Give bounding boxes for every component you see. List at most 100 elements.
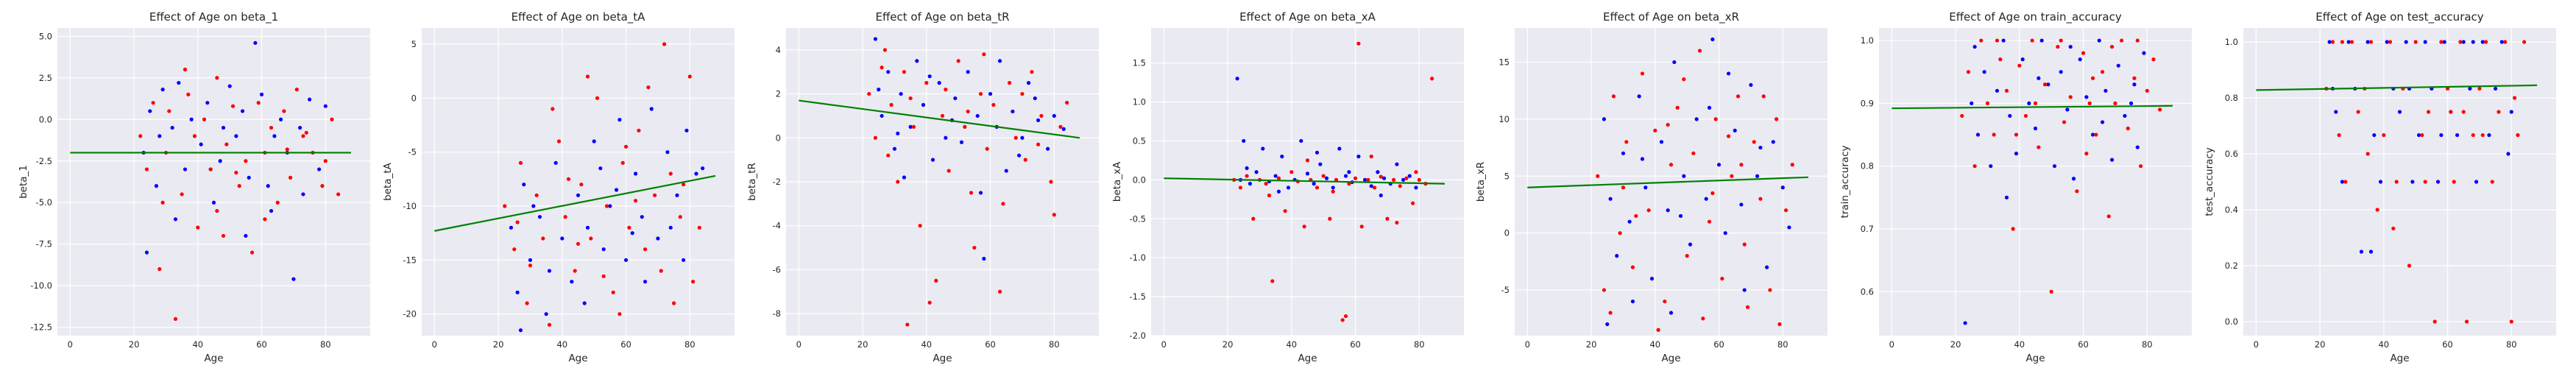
data-point [528,263,533,268]
data-point [2139,164,2143,169]
data-point [611,290,615,294]
chart-panel-3: 0 20 40 60 80 -8 -6 -4 -2 0 2 4 Effect of Age on bet… [746,10,1099,364]
data-point [882,48,888,52]
data-point [205,101,210,105]
chart-panel-1: 0 20 40 60 80 -12.5 -10.0 -7.5 -5.0 -2.5 0.0 2.5 5.0… [18,10,370,364]
data-point [2423,40,2427,44]
data-point [291,277,296,281]
data-point [320,184,325,188]
data-point [1716,163,1722,167]
data-point [978,191,983,195]
x-tick-label: 60 [1713,339,1724,350]
data-point [230,104,236,108]
data-point [1774,117,1779,121]
data-point [144,250,149,255]
data-point [1398,184,1402,188]
data-point [2483,40,2488,44]
data-point [956,59,960,63]
data-point [1691,151,1696,155]
data-point [160,88,165,92]
data-point [2449,110,2453,114]
data-point [515,220,520,224]
data-point [1016,153,1022,158]
data-point [1643,185,1648,190]
data-point [1682,77,1686,82]
data-point [966,70,970,74]
data-point [608,204,612,208]
data-point [1608,197,1613,201]
data-point [1305,158,1310,163]
data-point [160,200,165,205]
data-point [2037,76,2041,80]
data-point [221,233,226,238]
y-tick-label: 0.2 [2225,261,2238,271]
y-tick-label: -20 [403,309,417,319]
x-tick-label: 60 [620,339,631,350]
chart-panel-2: 0 20 40 60 80 -20 -15 -10 -5 0 5 Effect of Age on b… [382,10,735,364]
data-point [1033,96,1037,101]
data-point [1640,71,1645,76]
data-point [1608,311,1613,315]
y-tick-label: -5.0 [36,197,52,208]
data-point [2420,132,2424,138]
data-point [601,247,606,252]
y-tick-label: -1.5 [1130,291,1146,302]
data-point [2065,107,2070,112]
data-point [694,171,698,176]
y-axis-label: beta_xR [1475,162,1487,202]
data-point [224,142,229,146]
data-point [1379,193,1383,198]
data-point [1385,216,1390,221]
data-point [1276,189,1281,194]
data-point [1735,94,1741,99]
data-point [288,175,293,180]
y-axis-label: beta_tR [746,163,758,201]
data-point [886,70,891,74]
data-point [633,199,638,203]
data-point [1286,185,1291,190]
data-point [2100,120,2105,124]
data-point [304,130,308,135]
data-point [2014,152,2019,156]
data-point [323,104,328,108]
data-point [2368,40,2374,44]
data-point [1381,176,1387,180]
data-point [1058,124,1063,129]
data-point [991,102,996,107]
data-point [2513,96,2517,100]
data-point [633,171,638,176]
data-point [2487,132,2491,138]
data-point [317,167,322,171]
data-point [2081,51,2086,55]
data-point [2001,38,2006,43]
data-point [177,80,181,85]
data-point [2499,40,2504,44]
data-point [1052,213,1056,217]
data-point [1697,49,1702,53]
data-point [1730,174,1734,178]
y-tick-label: -10 [403,201,417,211]
data-point [218,159,222,163]
data-point [643,280,648,284]
data-point [637,128,641,132]
data-point [308,97,312,102]
data-point [1248,182,1253,186]
data-point [2027,101,2031,105]
y-tick-label: 1.0 [1861,35,1874,46]
data-point [1395,220,1399,225]
trend-line [1527,176,1809,188]
data-point [911,124,916,129]
data-point [944,88,948,92]
data-point [1752,140,1756,144]
data-point [899,91,903,96]
data-point [940,113,945,118]
x-tick-label: 60 [256,339,267,350]
data-point [1596,174,1600,178]
data-point [1331,185,1335,190]
data-point [618,312,622,316]
data-point [867,91,871,96]
data-point [614,188,619,192]
data-point [144,167,149,171]
data-point [336,192,341,197]
data-point [1372,185,1377,190]
